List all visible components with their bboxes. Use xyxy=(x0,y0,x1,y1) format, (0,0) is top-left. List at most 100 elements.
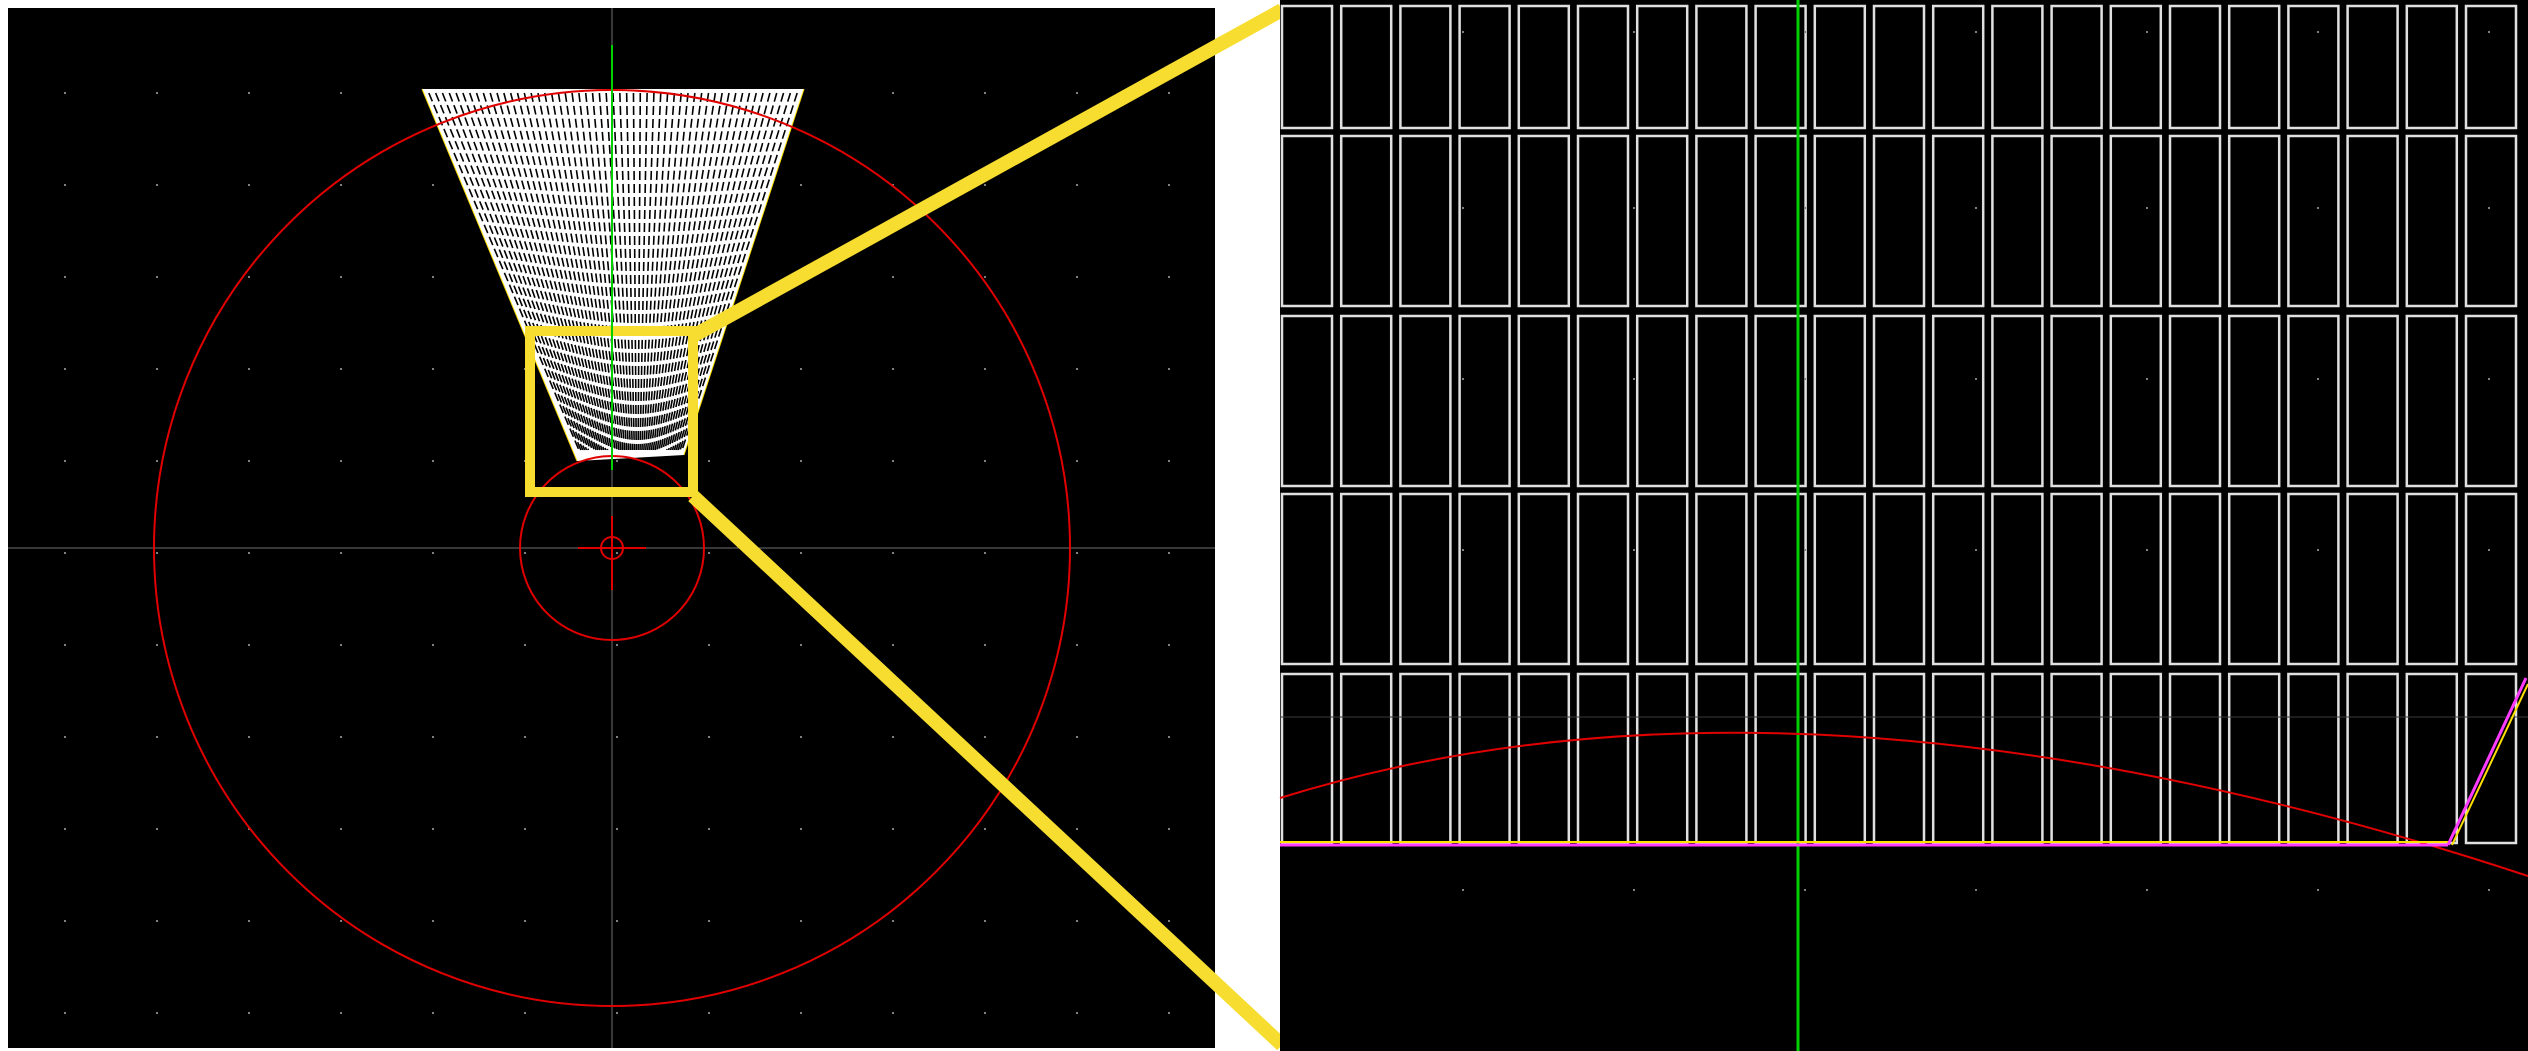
array-cell xyxy=(1813,134,1867,308)
array-cell xyxy=(1931,4,1985,130)
grid-dot xyxy=(2317,207,2319,209)
array-cell xyxy=(1695,134,1748,308)
wedge-column-line xyxy=(619,92,634,451)
grid-dot xyxy=(1076,276,1078,278)
grid-dot xyxy=(1076,92,1078,94)
grid-dot xyxy=(984,828,986,830)
grid-dot xyxy=(340,736,342,738)
array-cell xyxy=(2405,492,2459,666)
zoom-array-edge[interactable] xyxy=(1280,677,2528,847)
grid-dot xyxy=(156,1012,158,1014)
grid-dot xyxy=(800,920,802,922)
array-cell xyxy=(1872,134,1926,308)
grid-dot xyxy=(64,552,66,554)
grid-dot xyxy=(1076,644,1078,646)
grid-dot xyxy=(984,460,986,462)
wedge-column-line xyxy=(448,92,586,451)
grid-dot xyxy=(892,736,894,738)
grid-dot xyxy=(248,92,250,94)
grid-dot xyxy=(2317,378,2319,380)
array-cell xyxy=(2227,134,2281,308)
grid-dot xyxy=(1168,92,1170,94)
array-cell xyxy=(1280,134,1334,308)
grid-dot xyxy=(1168,552,1170,554)
wedge-column-line xyxy=(537,92,611,451)
array-cell xyxy=(2287,492,2340,666)
wedge-column-line xyxy=(666,92,744,451)
grid-dot xyxy=(340,644,342,646)
wedge-column-line xyxy=(468,92,592,451)
grid-dot xyxy=(1804,31,1806,33)
grid-dot xyxy=(800,644,802,646)
array-cell xyxy=(1635,314,1689,488)
wedge-column-line xyxy=(650,92,689,451)
grid-dot xyxy=(708,644,710,646)
zoom-boundary-arc[interactable] xyxy=(1279,731,2528,877)
grid-dot xyxy=(984,276,986,278)
grid-dot xyxy=(432,828,434,830)
grid-dot xyxy=(156,276,158,278)
grid-dot xyxy=(892,828,894,830)
grid-dot xyxy=(64,368,66,370)
grid-dot xyxy=(2146,378,2148,380)
array-cell xyxy=(1399,314,1452,488)
array-cell xyxy=(1576,492,1630,666)
grid-dot xyxy=(1462,31,1464,33)
center-crosshair-icon xyxy=(578,516,646,590)
grid-dot xyxy=(432,552,434,554)
array-cell xyxy=(2405,4,2459,130)
grid-dot xyxy=(984,920,986,922)
wedge-column-line xyxy=(669,92,758,451)
array-cell xyxy=(1576,134,1630,308)
array-cell xyxy=(1280,314,1334,488)
wedge-column-line xyxy=(523,92,607,451)
wedge-column-line xyxy=(677,92,785,451)
array-cell xyxy=(2287,4,2340,130)
wedge-column-line xyxy=(591,92,626,451)
array-cell xyxy=(1754,134,1807,308)
grid-dot xyxy=(248,1012,250,1014)
wedge-column-line xyxy=(598,92,628,451)
wedge-column-line xyxy=(675,92,778,451)
grid-dot xyxy=(248,644,250,646)
wedge-column-line xyxy=(482,92,595,451)
grid-dot xyxy=(64,644,66,646)
grid-dot xyxy=(1633,207,1635,209)
zoom-canvas[interactable] xyxy=(1279,0,2528,1051)
array-cell xyxy=(2464,4,2518,130)
array-cell xyxy=(1635,492,1689,666)
array-cell xyxy=(2109,134,2163,308)
array-cell xyxy=(1754,314,1807,488)
grid-dot xyxy=(1462,889,1464,891)
grid-dot xyxy=(340,552,342,554)
array-cell xyxy=(1399,4,1452,130)
grid-dot xyxy=(340,184,342,186)
grid-dot xyxy=(800,460,802,462)
overview-canvas[interactable] xyxy=(8,8,1215,1048)
grid-dot xyxy=(1975,207,1977,209)
array-side-edge-line xyxy=(2446,677,2528,846)
grid-dot xyxy=(708,552,710,554)
grid-dot xyxy=(616,552,618,554)
array-cell xyxy=(2109,314,2163,488)
wedge-column-line xyxy=(662,92,730,451)
wedge-right-edge xyxy=(683,88,805,456)
grid-dot xyxy=(1633,31,1635,33)
wedge-column-line xyxy=(646,92,676,451)
array-cell xyxy=(1872,492,1926,666)
wedge-column-line xyxy=(516,92,605,451)
grid-dot xyxy=(708,828,710,830)
wedge-column-line xyxy=(648,92,683,451)
array-cell xyxy=(1458,314,1511,488)
grid-dot xyxy=(892,644,894,646)
array-cell xyxy=(1458,134,1511,308)
wedge-column-line xyxy=(503,92,601,451)
array-cell xyxy=(2346,314,2399,488)
array-cell xyxy=(1458,4,1511,130)
wedge-column-line xyxy=(632,92,638,451)
grid-dot xyxy=(64,736,66,738)
grid-dot xyxy=(2146,549,2148,551)
grid-dot xyxy=(800,1012,802,1014)
array-cell xyxy=(1576,4,1630,130)
array-cell xyxy=(2346,492,2399,666)
